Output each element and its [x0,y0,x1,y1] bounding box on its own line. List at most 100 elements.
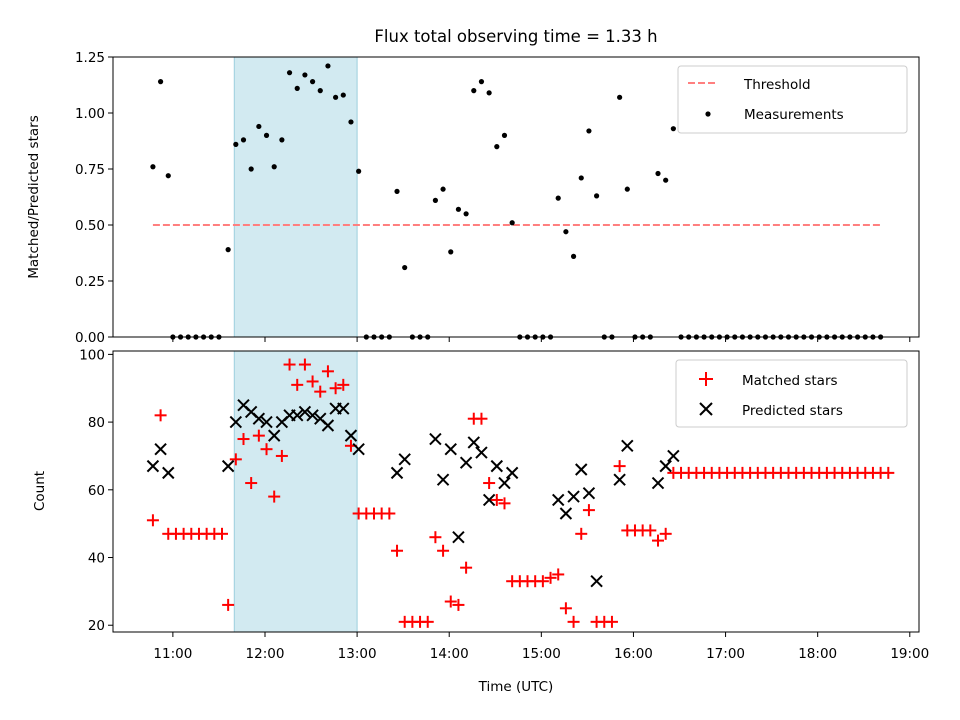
y-tick-label: 0.75 [75,162,105,178]
measurement-point [286,70,293,76]
predicted-star-point [621,439,634,453]
legend-predicted-label: Predicted stars [742,403,843,419]
measurement-point [509,220,515,226]
measurement-point [478,79,485,85]
bottom-y-axis-label: Count [32,471,48,511]
chart-title: Flux total observing time = 1.33 h [374,27,657,46]
bottom-legend-box [675,359,908,428]
predicted-star-point [398,453,411,466]
matched-star-point [652,534,665,547]
highlight-span [233,56,358,338]
matched-star-point [575,527,588,540]
measurement-point [309,79,316,85]
top-axes-frame [112,56,920,338]
predicted-star-point [146,459,160,473]
predicted-star-point [321,419,335,432]
legend-measurements-label: Measurements [744,107,844,123]
matched-star-point [498,497,511,510]
predicted-star-point [667,449,680,463]
measurement-point [455,206,462,212]
predicted-star-point [229,415,243,429]
matched-star-point [444,595,457,608]
measurement-point [501,132,508,138]
matched-star-point [245,477,258,490]
predicted-star-point [260,415,273,429]
highlight-span-bottom [233,350,358,633]
measurement-point [394,188,400,194]
predicted-star-point [221,459,235,473]
predicted-star-point [659,459,672,473]
y-tick-label: 40 [88,551,105,567]
predicted-star-point [575,463,588,476]
y-tick-label: 100 [79,347,105,363]
predicted-star-point [475,446,488,459]
measurement-point [432,197,438,203]
matched-star-point [421,615,434,628]
measurement-point [494,144,500,150]
matched-star-point [460,561,473,574]
measurement-point [256,123,262,130]
measurement-point [586,128,592,134]
measurement-point [563,229,569,235]
x-tick-label: 19:00 [890,646,929,662]
measurement-point [157,79,164,85]
x-tick-label: 12:00 [246,646,285,662]
matched-star-point [567,615,580,628]
matched-star-point [216,527,229,540]
matched-star-point [452,598,465,611]
top-legend: Threshold Measurements [677,65,908,134]
matched-star-point [490,493,503,506]
measurement-point [225,247,231,253]
predicted-star-point [298,405,312,419]
measurement-point [486,90,492,96]
measurement-point [325,63,331,69]
matched-star-point [552,568,565,581]
predicted-star-point [390,466,404,480]
predicted-star-point [651,476,665,490]
matched-star-point [146,514,159,527]
matched-star-point [536,575,549,588]
matched-stars-points [146,358,895,628]
measurement-point [294,85,300,91]
matched-star-point [544,571,557,584]
measurement-point [240,137,247,143]
bottom-panel: 20 40 60 80 100 11:00 12:00 13:00 14:00 15:00 16:… [32,347,929,695]
predicted-star-point [567,490,580,503]
measurement-point [165,173,171,179]
measurement-point [348,119,354,125]
measurement-point [663,177,669,183]
y-tick-label: 0.25 [75,274,105,290]
top-legend-box [677,65,908,134]
predicted-star-point [352,442,365,456]
predicted-star-point [559,507,573,520]
y-ticks-top: 0.00 0.25 0.50 0.75 1.00 1.25 [75,50,113,346]
predicted-star-point [344,429,358,442]
x-tick-label: 15:00 [522,646,561,662]
x-tick-label: 13:00 [338,646,377,662]
measurement-point [463,211,469,217]
matched-star-point [882,466,895,479]
measurement-point [402,264,408,271]
measurement-point [263,132,270,138]
measurement-point [271,164,277,170]
measurement-points [150,63,884,340]
matched-star-point [268,490,281,503]
predicted-star-point [452,530,465,544]
x-ticks-bottom: 11:00 12:00 13:00 14:00 15:00 16:00 17:00 18:00… [153,632,929,662]
matched-star-point [222,598,235,611]
measurement-point [670,126,676,132]
predicted-star-point [498,476,511,490]
measurement-point [624,186,630,192]
measurement-point [333,94,339,100]
predicted-star-point [505,466,519,480]
matched-star-point [644,524,657,537]
matched-star-point [314,385,327,398]
y-tick-label: 1.25 [75,50,105,66]
x-tick-label: 11:00 [153,646,192,662]
matched-star-point [275,449,288,462]
y-tick-label: 80 [88,415,105,431]
matched-star-point [260,443,273,456]
matched-star-point [306,375,319,388]
y-tick-label: 0.50 [75,218,105,234]
predicted-stars-points [146,398,680,588]
